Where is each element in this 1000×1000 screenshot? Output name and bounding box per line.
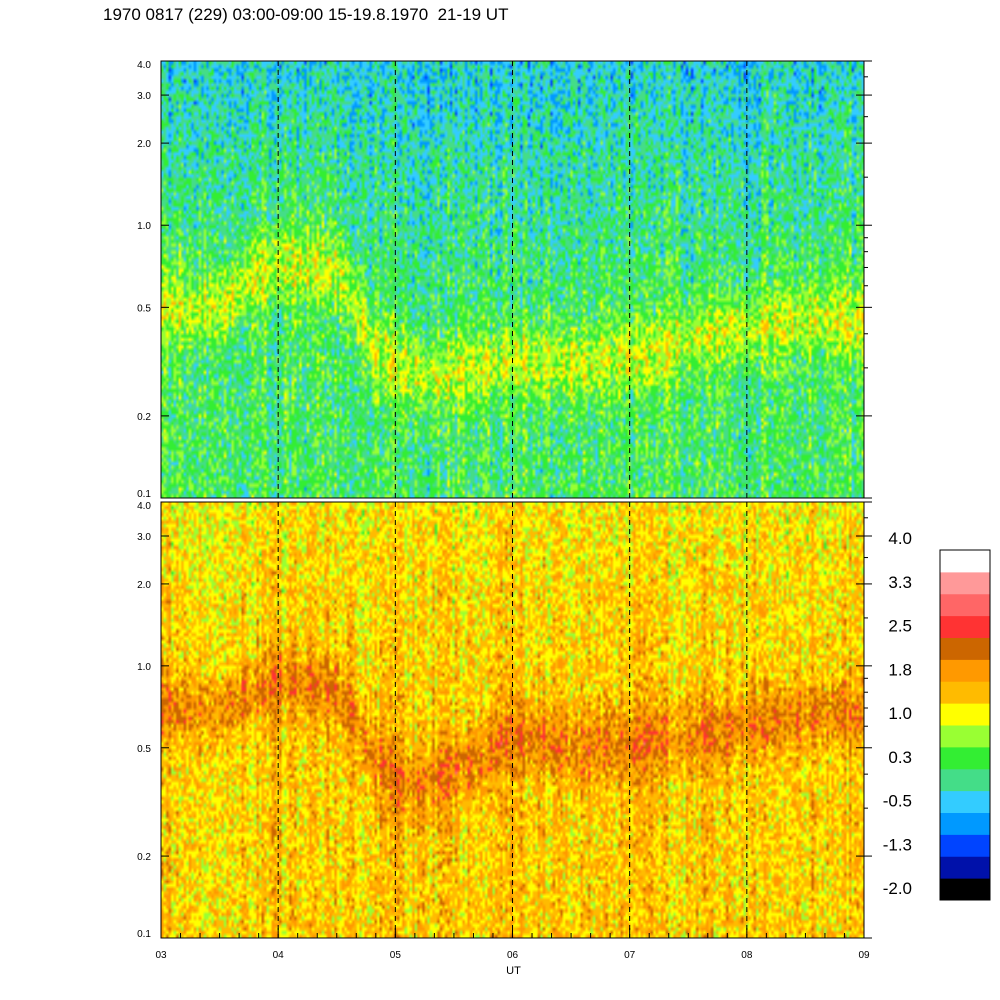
y-tick-label: 0.5 bbox=[137, 744, 151, 755]
upper-spectrogram-panel: 0.1 0.2 0.5 1.0 2.0 3.0 4.0 bbox=[137, 60, 872, 500]
colorbar-swatch bbox=[940, 878, 990, 901]
colorbar-label: -0.5 bbox=[883, 792, 912, 811]
y-tick-label: 0.5 bbox=[137, 303, 151, 314]
colorbar-label: 4.0 bbox=[888, 529, 912, 548]
x-axis-label: UT bbox=[506, 965, 521, 977]
colorbar-frame bbox=[939, 549, 991, 901]
x-tick-label: 09 bbox=[858, 950, 870, 961]
colorbar-label: -2.0 bbox=[883, 879, 912, 898]
x-tick-label: 05 bbox=[390, 950, 402, 961]
y-tick-label: 2.0 bbox=[137, 139, 151, 150]
x-tick-label: 06 bbox=[507, 950, 519, 961]
page-title: 1970 0817 (229) 03:00-09:00 15-19.8.1970… bbox=[103, 5, 509, 24]
y-tick-label: 2.0 bbox=[137, 580, 151, 591]
x-axis: 03 04 05 06 07 08 09 UT bbox=[155, 928, 870, 977]
colorbar-swatch bbox=[940, 746, 990, 770]
colorbar-swatch bbox=[940, 593, 990, 617]
colorbar-swatch bbox=[940, 703, 990, 726]
colorbar-swatch bbox=[940, 571, 990, 595]
colorbar-swatch bbox=[940, 790, 990, 813]
colorbar-label: 2.5 bbox=[888, 617, 912, 636]
colorbar-swatch bbox=[940, 812, 990, 835]
colorbar-label: 1.0 bbox=[888, 704, 912, 723]
colorbar-swatch bbox=[940, 615, 990, 638]
colorbar-label: -1.3 bbox=[883, 835, 912, 854]
colorbar-swatch bbox=[940, 768, 990, 792]
upper-panel-frame bbox=[160, 60, 865, 499]
colorbar-label: 3.3 bbox=[888, 573, 912, 592]
y-tick-label: 0.2 bbox=[137, 412, 151, 423]
lower-spectrogram-panel: 0.1 0.2 0.5 1.0 2.0 3.0 4.0 bbox=[137, 501, 872, 940]
colorbar-swatch bbox=[940, 637, 990, 660]
x-tick-label: 03 bbox=[155, 950, 167, 961]
y-tick-label: 0.1 bbox=[137, 929, 151, 940]
y-tick-label: 1.0 bbox=[137, 662, 151, 673]
x-tick-label: 08 bbox=[741, 950, 753, 961]
y-tick-label: 4.0 bbox=[137, 501, 151, 512]
y-tick-label: 3.0 bbox=[137, 532, 151, 543]
colorbar-swatch bbox=[940, 856, 990, 879]
colorbar: 4.0 3.3 2.5 1.8 1.0 0.3 -0.5 -1.3 -2.0 bbox=[883, 529, 991, 901]
colorbar-swatch bbox=[940, 550, 990, 573]
colorbar-swatch bbox=[940, 725, 990, 748]
x-tick-label: 07 bbox=[624, 950, 636, 961]
colorbar-label: 0.3 bbox=[888, 748, 912, 767]
colorbar-swatch bbox=[940, 659, 990, 682]
colorbar-swatch bbox=[940, 834, 990, 857]
colorbar-label: 1.8 bbox=[888, 660, 912, 679]
y-tick-label: 3.0 bbox=[137, 91, 151, 102]
y-tick-label: 1.0 bbox=[137, 221, 151, 232]
y-tick-label: 0.1 bbox=[137, 489, 151, 500]
y-tick-label: 0.2 bbox=[137, 852, 151, 863]
colorbar-swatch bbox=[940, 681, 990, 704]
x-tick-label: 04 bbox=[273, 950, 285, 961]
y-tick-label: 4.0 bbox=[137, 60, 151, 71]
